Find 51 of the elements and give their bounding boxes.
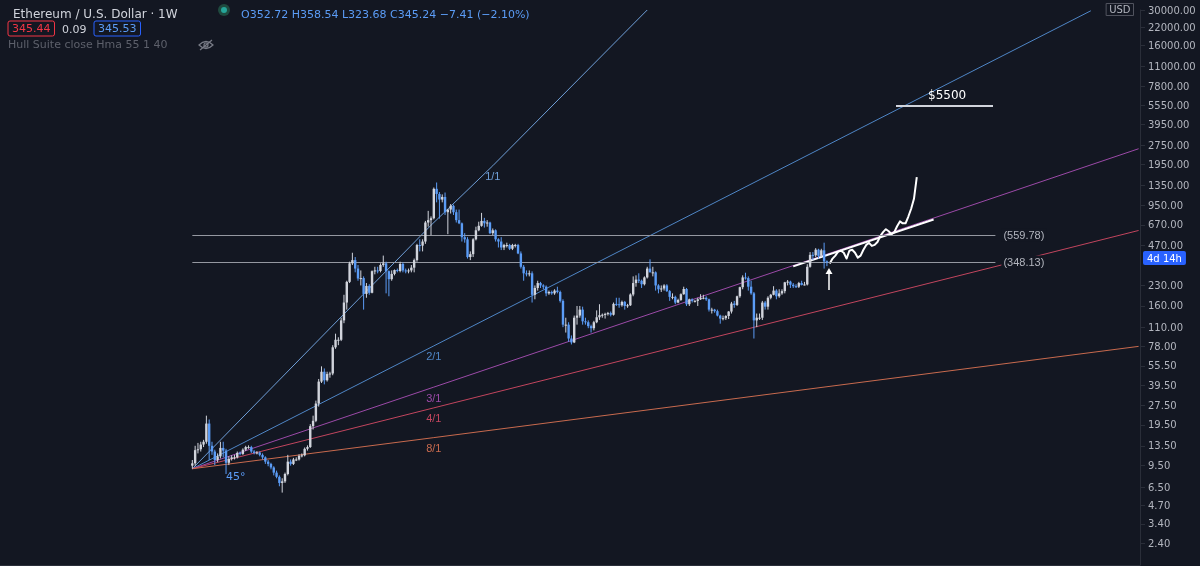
y-tick-label: 19.50 xyxy=(1148,419,1177,431)
candlestick xyxy=(690,297,694,304)
y-tick-label: 3950.00 xyxy=(1148,119,1190,131)
y-tick-label: 2750.00 xyxy=(1148,139,1190,151)
candlestick xyxy=(280,477,284,494)
series-label: 1/1 xyxy=(485,170,501,183)
text: 4d 14h xyxy=(1147,252,1182,264)
y-tick-label: 670.00 xyxy=(1148,219,1183,231)
y-tick-label: 16000.00 xyxy=(1148,40,1196,52)
y-tick-label: 1950.00 xyxy=(1148,159,1190,171)
y-tick-label: 7800.00 xyxy=(1148,80,1190,92)
y-tick-label: 2.40 xyxy=(1148,537,1171,549)
line-series xyxy=(191,9,648,470)
y-tick-label: 1350.00 xyxy=(1148,179,1190,191)
y-tick-label: 160.00 xyxy=(1148,300,1183,312)
ref-line-label: (559.78) xyxy=(1003,229,1045,242)
annotation: 345.53 xyxy=(98,22,137,35)
series-label: 2/1 xyxy=(426,350,442,363)
y-axis-title: USD xyxy=(1109,4,1131,15)
y-tick-label: 55.50 xyxy=(1148,360,1177,372)
y-tick-label: 5550.00 xyxy=(1148,99,1190,111)
annotation: 45° xyxy=(226,470,246,483)
y-tick-label: 27.50 xyxy=(1148,400,1177,412)
y-tick-label: 110.00 xyxy=(1148,321,1183,333)
annotation: Hull Suite close Hma 55 1 40 xyxy=(8,38,168,51)
annotation: 345.44 xyxy=(12,22,51,35)
candlestick xyxy=(359,269,363,286)
y-tick-label: 22000.00 xyxy=(1148,22,1196,34)
series-label: 8/1 xyxy=(426,442,442,455)
y-tick-label: 470.00 xyxy=(1148,239,1183,251)
y-tick-label: 4.70 xyxy=(1148,499,1171,511)
y-tick-label: 30000.00 xyxy=(1148,4,1196,16)
chart-subtitle: O352.72 H358.54 L323.68 C345.24 −7.41 (−2.10%) xyxy=(241,8,530,21)
chart-title: Ethereum / U.S. Dollar · 1W xyxy=(13,7,178,21)
y-tick-label: 13.50 xyxy=(1148,440,1177,452)
y-tick-label: 950.00 xyxy=(1148,199,1183,211)
candlestick xyxy=(564,317,567,334)
y-tick-label: 6.50 xyxy=(1148,481,1171,493)
annotation: $5500 xyxy=(928,88,967,102)
series-label: 3/1 xyxy=(426,391,442,404)
annotation: 0.09 xyxy=(62,23,87,36)
y-tick-label: 78.00 xyxy=(1148,341,1177,353)
candlestick xyxy=(418,238,421,252)
ref-line-label: (348.13) xyxy=(1003,256,1045,269)
y-tick-label: 11000.00 xyxy=(1148,61,1196,73)
y-tick-label: 230.00 xyxy=(1148,279,1183,291)
y-tick-label: 39.50 xyxy=(1148,379,1177,391)
candlestick xyxy=(205,415,208,445)
y-tick-label: 3.40 xyxy=(1148,518,1171,530)
y-tick-label: 9.50 xyxy=(1148,460,1171,472)
series-label: 4/1 xyxy=(426,412,442,425)
